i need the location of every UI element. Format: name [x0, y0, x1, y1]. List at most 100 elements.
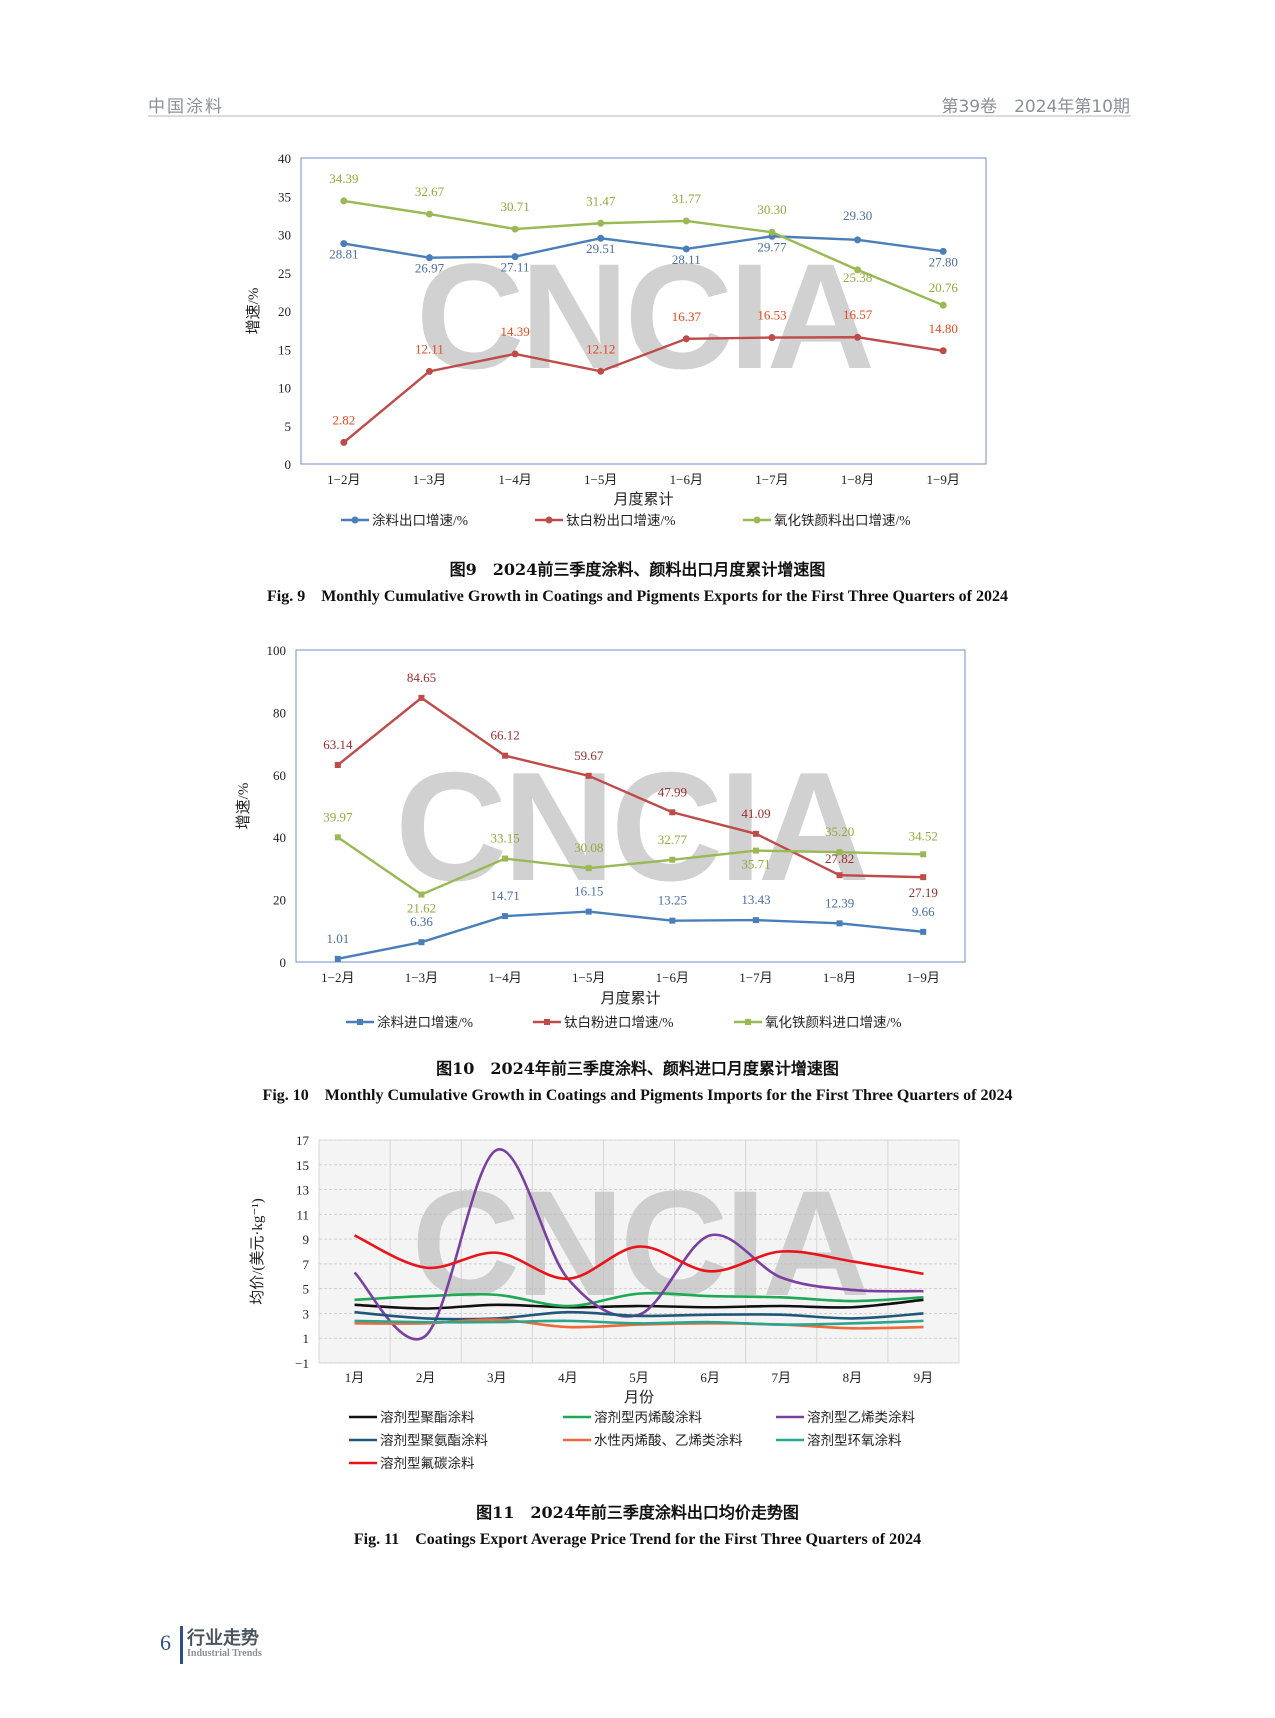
y-tick-label: 5 [303, 1282, 310, 1297]
x-tick-label: 1−9月 [927, 472, 960, 487]
x-tick-label: 4月 [558, 1370, 578, 1385]
watermark: CNCIA [416, 232, 872, 400]
data-point [511, 253, 519, 261]
legend-label: 溶剂型聚酯涂料 [380, 1410, 475, 1425]
series-line [343, 199, 944, 307]
x-tick-label: 1−2月 [327, 472, 360, 487]
x-tick-label: 1−4月 [498, 472, 531, 487]
section-title-en: Industrial Trends [187, 1648, 262, 1659]
data-label: 27.19 [909, 885, 938, 900]
journal-name: 中国涂料 [148, 97, 224, 117]
data-point [939, 247, 947, 255]
legend-label: 水性丙烯酸、乙烯类涂料 [594, 1433, 743, 1448]
data-label: 63.14 [323, 737, 353, 752]
fig10-caption-en: Fig. 10 Monthly Cumulative Growth in Coa… [262, 1087, 1013, 1104]
data-label: 47.99 [658, 784, 687, 799]
data-label: 30.71 [500, 199, 529, 214]
data-point [334, 834, 341, 841]
data-point [768, 334, 776, 342]
data-point [340, 197, 348, 205]
data-point [334, 955, 341, 962]
data-label: 27.80 [929, 254, 958, 269]
y-axis-title: 增速/% [235, 783, 252, 830]
series-line [354, 1298, 924, 1310]
legend-label: 溶剂型氟碳涂料 [380, 1456, 475, 1471]
series-line [337, 910, 924, 961]
y-tick-label: 60 [273, 768, 286, 783]
data-label: 14.80 [929, 321, 958, 336]
data-point [585, 772, 592, 779]
y-tick-label: 35 [278, 189, 291, 204]
data-point [418, 891, 425, 898]
legend-marker [745, 1019, 751, 1025]
chart-fig9: CNCIA 0 5 10 15 20 25 30 35 40 1−2月 1−3月 1−4月 1−5月 1−6… [245, 151, 987, 528]
data-label: 32.67 [415, 184, 445, 199]
data-label: 1.01 [326, 931, 349, 946]
fig9-caption-cn: 图9 2024前三季度涂料、颜料出口月度累计增速图 [449, 560, 826, 579]
x-tick-label: 8月 [843, 1370, 863, 1385]
series-line [343, 235, 944, 259]
series-line [337, 836, 924, 896]
x-tick-label: 7月 [771, 1370, 791, 1385]
y-tick-label: 40 [278, 151, 291, 166]
data-point [425, 254, 433, 262]
x-tick-label: 1−3月 [413, 472, 446, 487]
data-label: 35.20 [825, 824, 854, 839]
x-tick-label: 1−2月 [321, 970, 354, 985]
data-label: 13.25 [658, 893, 687, 908]
data-point [669, 809, 676, 816]
legend-label: 溶剂型丙烯酸涂料 [594, 1410, 702, 1425]
data-point [836, 849, 843, 856]
y-tick-label: 17 [296, 1133, 310, 1148]
y-tick-label: 3 [303, 1306, 310, 1321]
data-point [920, 874, 927, 881]
legend-label: 溶剂型环氧涂料 [807, 1433, 902, 1448]
legend-label: 钛白粉出口增速/% [566, 513, 676, 528]
data-point [669, 856, 676, 863]
data-label: 29.51 [586, 241, 615, 256]
legend-marker [545, 516, 553, 524]
data-label: 30.30 [757, 202, 786, 217]
data-label: 16.15 [574, 884, 603, 899]
y-tick-label: 20 [273, 893, 286, 908]
data-label: 14.39 [500, 324, 529, 339]
y-tick-label: 7 [303, 1257, 310, 1272]
data-label: 14.71 [490, 888, 519, 903]
data-point [752, 830, 759, 837]
x-tick-label: 1−5月 [584, 472, 617, 487]
x-axis-title: 月度累计 [600, 990, 660, 1007]
x-axis-title: 月份 [624, 1389, 654, 1406]
fig9-caption-en: Fig. 9 Monthly Cumulative Growth in Coat… [266, 588, 1009, 605]
data-label: 66.12 [490, 728, 519, 743]
data-point [585, 865, 592, 872]
data-point [597, 234, 605, 242]
data-point [502, 752, 509, 759]
data-label: 30.08 [574, 840, 603, 855]
data-label: 28.81 [329, 247, 358, 262]
watermark: CNCIA [395, 740, 866, 913]
data-point [920, 928, 927, 935]
data-point [418, 939, 425, 946]
y-axis-title: 增速/% [245, 288, 262, 335]
chart-fig10: CNCIA 0 20 40 60 80 100 1−2月 1−3月 1−4月 1−5月 1−6月 1−7… [235, 643, 966, 1030]
y-tick-label: 5 [285, 419, 292, 434]
legend-marker [357, 1019, 363, 1025]
data-point [585, 908, 592, 915]
y-tick-label: 15 [296, 1158, 309, 1173]
data-label: 28.11 [672, 252, 701, 267]
data-label: 39.97 [323, 809, 353, 824]
y-tick-label: 25 [278, 266, 291, 281]
data-point [425, 367, 433, 375]
data-point [511, 350, 519, 358]
y-tick-label: 1 [303, 1331, 310, 1346]
data-label: 33.15 [490, 831, 519, 846]
page-number: 6 [160, 1630, 171, 1655]
data-label: 29.30 [843, 208, 872, 223]
x-tick-label: 1−4月 [488, 970, 521, 985]
series-line [354, 1310, 924, 1321]
data-label: 12.39 [825, 895, 854, 910]
x-tick-label: 1月 [345, 1370, 365, 1385]
data-label: 32.77 [658, 832, 688, 847]
issue-info: 第39卷 2024年第10期 [941, 97, 1130, 117]
data-label: 27.11 [501, 260, 530, 275]
